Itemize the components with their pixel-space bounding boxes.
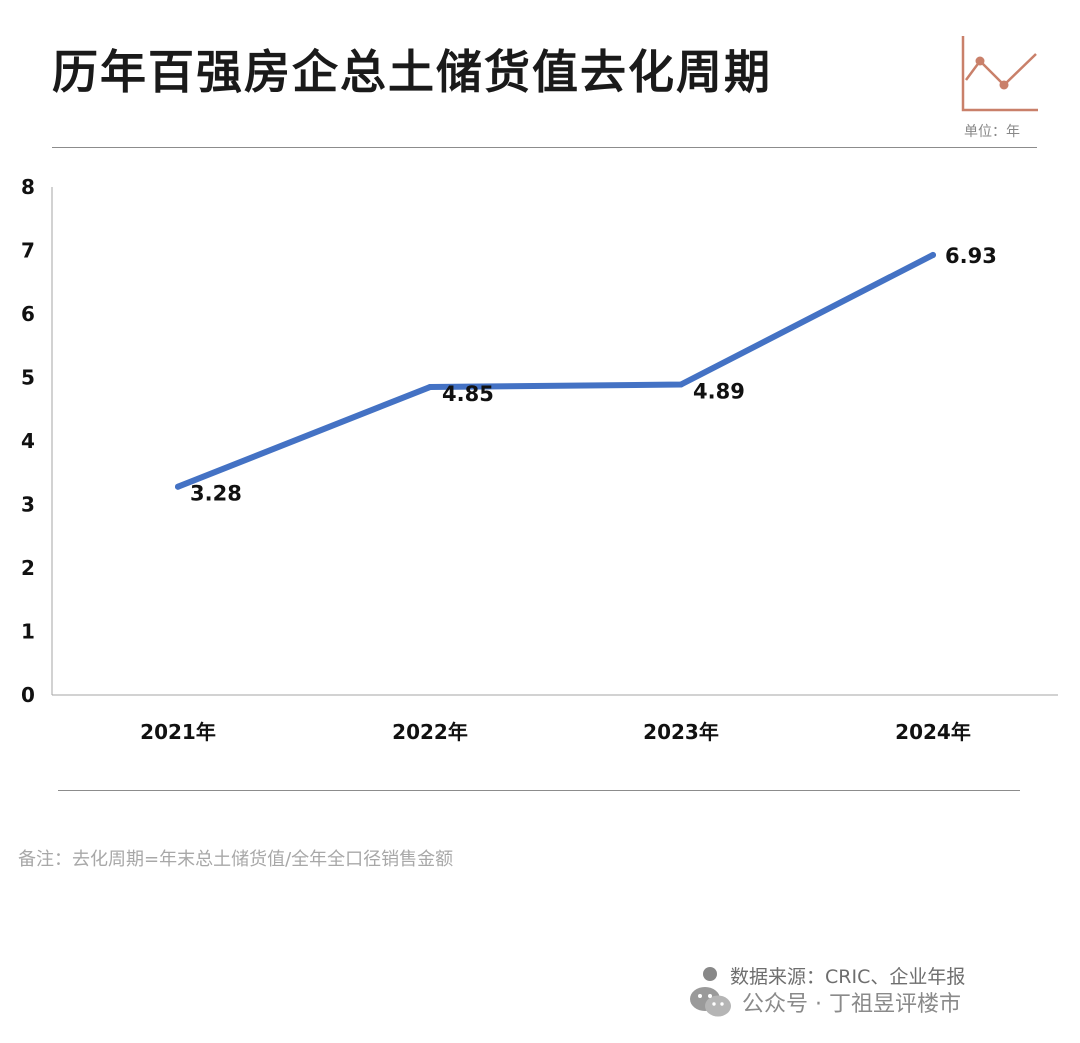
y-tick-label: 3: [21, 493, 35, 517]
account-name: 公众号 · 丁祖昱评楼市: [742, 992, 961, 1017]
bullet-icon: [703, 967, 717, 981]
line-chart: 0 1 2 3 4 5 6 7 8 2021年 2022年 2023年 2024年 3.28 4.85 4…: [21, 175, 1058, 744]
x-tick-label: 2022年: [392, 720, 468, 744]
data-label: 4.85: [442, 382, 494, 406]
footer-divider: [58, 790, 1020, 791]
y-tick-label: 0: [21, 683, 35, 707]
data-label: 3.28: [190, 482, 242, 506]
y-tick-label: 4: [21, 429, 35, 453]
y-tick-label: 2: [21, 556, 35, 580]
y-tick-label: 6: [21, 302, 35, 326]
x-tick-label: 2021年: [140, 720, 216, 744]
y-tick-label: 8: [21, 175, 35, 199]
title-divider: [52, 147, 1037, 148]
data-point: [930, 251, 936, 258]
y-tick-label: 7: [21, 239, 35, 263]
wechat-icon: [690, 987, 731, 1017]
data-label: 4.89: [693, 379, 745, 403]
footnote: 备注：去化周期=年末总土储货值/全年全口径销售金额: [18, 849, 454, 870]
y-tick-label: 1: [21, 620, 35, 644]
page-title: 历年百强房企总土储货值去化周期: [52, 45, 772, 99]
unit-label: 单位：年: [964, 124, 1020, 140]
x-tick-label: 2024年: [895, 720, 971, 744]
series-line: [175, 251, 936, 490]
data-point: [678, 381, 684, 388]
data-label: 6.93: [945, 244, 997, 268]
data-source: 数据来源：CRIC、企业年报: [730, 966, 966, 988]
x-tick-label: 2023年: [643, 720, 719, 744]
y-tick-label: 5: [21, 366, 35, 390]
data-point: [175, 483, 181, 490]
data-point: [427, 384, 433, 391]
line-chart-icon: [961, 36, 1038, 112]
